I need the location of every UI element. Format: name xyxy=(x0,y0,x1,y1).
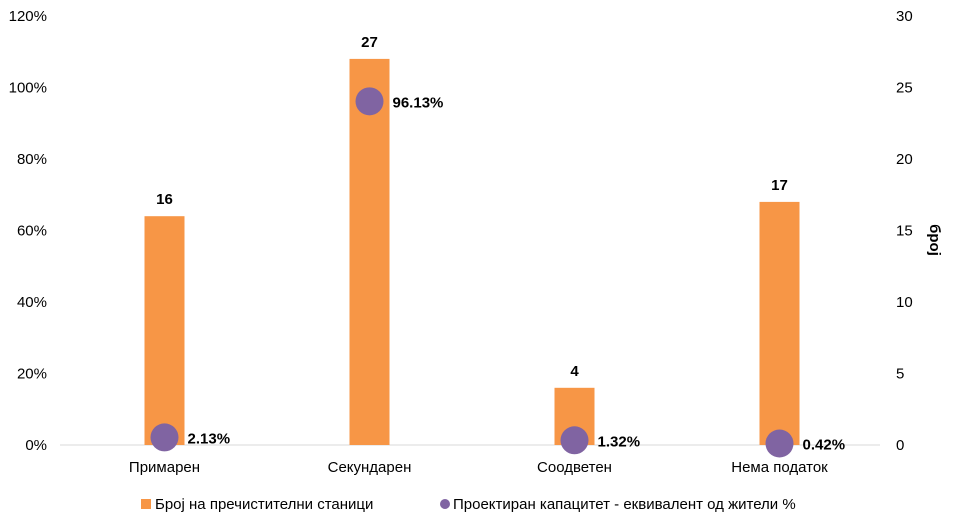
dot xyxy=(765,429,794,458)
dot-value-label: 96.13% xyxy=(393,94,444,111)
bar xyxy=(144,216,185,445)
left-tick-label: 100% xyxy=(9,80,47,97)
category-label: Соодветен xyxy=(537,459,612,476)
right-tick-label: 0 xyxy=(896,437,904,454)
dot xyxy=(150,423,179,452)
bar-value-label: 27 xyxy=(361,34,378,51)
dot-value-label: 0.42% xyxy=(803,436,846,453)
left-tick-label: 60% xyxy=(17,223,47,240)
right-tick-label: 30 xyxy=(896,8,913,25)
left-tick-label: 20% xyxy=(17,366,47,383)
bar xyxy=(759,201,800,445)
legend: Број на пречистителни станици Проектиран… xyxy=(141,496,796,513)
bar xyxy=(349,58,390,446)
right-tick-label: 25 xyxy=(896,80,913,97)
legend-label-bars: Број на пречистителни станици xyxy=(155,496,373,513)
dot xyxy=(355,87,384,116)
category-label: Нема податок xyxy=(731,459,828,476)
right-tick-label: 15 xyxy=(896,223,913,240)
legend-label-dots: Проектиран капацитет - еквивалент од жит… xyxy=(453,496,796,513)
right-tick-label: 5 xyxy=(896,366,904,383)
left-tick-label: 0% xyxy=(25,437,47,454)
dot-value-label: 1.32% xyxy=(598,433,641,450)
category-label: Секундарен xyxy=(328,459,412,476)
right-axis-title: број xyxy=(926,224,943,256)
bar-value-label: 16 xyxy=(156,191,173,208)
bar-value-label: 17 xyxy=(771,177,788,194)
left-tick-label: 40% xyxy=(17,294,47,311)
right-tick-label: 20 xyxy=(896,151,913,168)
dot xyxy=(560,426,589,455)
legend-swatch-dots xyxy=(440,499,450,509)
bar-value-label: 4 xyxy=(570,363,579,380)
left-tick-label: 80% xyxy=(17,151,47,168)
category-label: Примарен xyxy=(129,459,200,476)
dot-value-label: 2.13% xyxy=(188,430,231,447)
right-tick-label: 10 xyxy=(896,294,913,311)
left-tick-label: 120% xyxy=(9,8,47,25)
legend-swatch-bars xyxy=(141,499,151,509)
